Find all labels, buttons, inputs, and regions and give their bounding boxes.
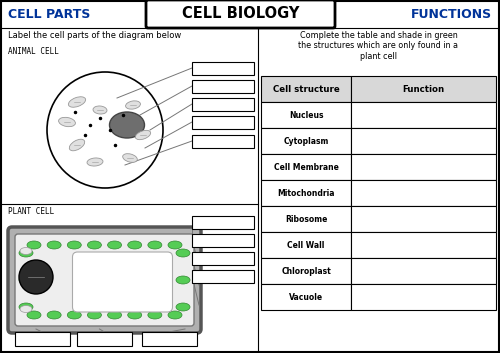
FancyBboxPatch shape xyxy=(72,252,172,312)
Circle shape xyxy=(47,72,163,188)
Bar xyxy=(351,232,496,258)
Ellipse shape xyxy=(110,112,144,138)
Ellipse shape xyxy=(58,117,76,127)
Bar xyxy=(142,332,197,346)
Ellipse shape xyxy=(148,311,162,319)
FancyBboxPatch shape xyxy=(15,234,194,326)
Bar xyxy=(192,79,254,92)
Text: PLANT CELL: PLANT CELL xyxy=(8,208,54,216)
Ellipse shape xyxy=(176,276,190,284)
FancyBboxPatch shape xyxy=(146,0,335,28)
Ellipse shape xyxy=(47,311,61,319)
Ellipse shape xyxy=(70,139,84,151)
Ellipse shape xyxy=(108,241,122,249)
Text: Cytoplasm: Cytoplasm xyxy=(284,137,329,145)
Bar xyxy=(192,251,254,264)
Bar xyxy=(261,128,351,154)
Bar xyxy=(261,154,351,180)
Text: Cell Membrane: Cell Membrane xyxy=(274,162,338,172)
Bar xyxy=(351,180,496,206)
Ellipse shape xyxy=(122,154,138,162)
Bar xyxy=(261,180,351,206)
Text: Function: Function xyxy=(402,84,444,94)
Bar xyxy=(261,232,351,258)
Text: Complete the table and shade in green
the structures which are only found in a
p: Complete the table and shade in green th… xyxy=(298,31,458,61)
Bar xyxy=(192,269,254,282)
Ellipse shape xyxy=(176,303,190,311)
Bar xyxy=(261,102,351,128)
Bar xyxy=(351,102,496,128)
Bar xyxy=(351,76,496,102)
Bar xyxy=(148,0,333,28)
Bar xyxy=(192,233,254,246)
Ellipse shape xyxy=(20,247,32,255)
Text: FUNCTIONS: FUNCTIONS xyxy=(411,7,492,20)
Text: Cell structure: Cell structure xyxy=(272,84,340,94)
Bar xyxy=(261,284,351,310)
Text: CELL BIOLOGY: CELL BIOLOGY xyxy=(182,6,299,22)
Circle shape xyxy=(19,260,53,294)
Ellipse shape xyxy=(88,241,102,249)
Ellipse shape xyxy=(128,311,141,319)
Bar xyxy=(192,134,254,148)
Ellipse shape xyxy=(19,303,33,311)
Ellipse shape xyxy=(93,106,107,114)
Ellipse shape xyxy=(68,241,82,249)
Bar xyxy=(351,258,496,284)
Ellipse shape xyxy=(108,311,122,319)
Bar xyxy=(192,61,254,74)
Text: Ribosome: Ribosome xyxy=(285,215,327,223)
Text: Cell Wall: Cell Wall xyxy=(288,240,325,250)
Ellipse shape xyxy=(68,311,82,319)
Ellipse shape xyxy=(20,305,32,312)
Text: Mitochondria: Mitochondria xyxy=(277,189,335,197)
Ellipse shape xyxy=(19,249,33,257)
Ellipse shape xyxy=(128,241,141,249)
Bar xyxy=(351,206,496,232)
Text: Nucleus: Nucleus xyxy=(289,110,323,120)
Ellipse shape xyxy=(19,276,33,284)
Text: Chloroplast: Chloroplast xyxy=(281,267,331,275)
Bar xyxy=(351,154,496,180)
FancyBboxPatch shape xyxy=(8,227,201,333)
Bar xyxy=(192,215,254,228)
Ellipse shape xyxy=(27,241,41,249)
Ellipse shape xyxy=(47,241,61,249)
Bar xyxy=(192,97,254,110)
Ellipse shape xyxy=(68,97,86,107)
Bar xyxy=(351,284,496,310)
Ellipse shape xyxy=(27,311,41,319)
Ellipse shape xyxy=(168,311,182,319)
Bar xyxy=(77,332,132,346)
Ellipse shape xyxy=(136,130,150,140)
Text: Label the cell parts of the diagram below: Label the cell parts of the diagram belo… xyxy=(8,31,181,41)
Bar xyxy=(261,76,351,102)
Bar xyxy=(351,128,496,154)
Bar xyxy=(192,115,254,128)
Ellipse shape xyxy=(126,101,140,109)
Bar xyxy=(261,206,351,232)
Ellipse shape xyxy=(148,241,162,249)
Text: Vacuole: Vacuole xyxy=(289,293,323,301)
Ellipse shape xyxy=(88,311,102,319)
Bar xyxy=(261,258,351,284)
Ellipse shape xyxy=(176,249,190,257)
Text: ANIMAL CELL: ANIMAL CELL xyxy=(8,47,59,55)
Text: CELL PARTS: CELL PARTS xyxy=(8,7,90,20)
Ellipse shape xyxy=(87,158,103,166)
Bar xyxy=(14,332,70,346)
Ellipse shape xyxy=(168,241,182,249)
